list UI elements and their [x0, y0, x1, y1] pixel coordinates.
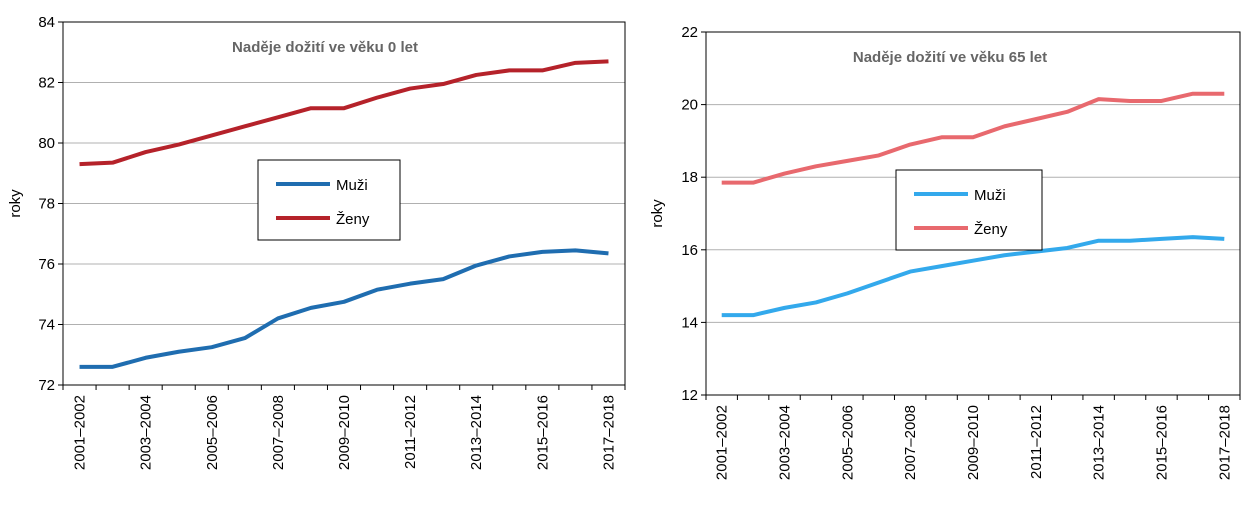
x-tick-label: 2009–2010	[336, 395, 353, 470]
y-tick-label: 78	[38, 196, 55, 213]
y-tick-label: 76	[38, 256, 55, 273]
y-tick-label: 72	[38, 377, 55, 394]
y-tick-label: 18	[681, 169, 698, 186]
x-tick-label: 2013–2014	[1091, 405, 1108, 480]
y-tick-label: 20	[681, 97, 698, 114]
x-tick-label: 2017–2018	[1216, 405, 1233, 480]
chart: 12 14 16 18 20 22 2001–2002 2003–2004 2005–2006 2…	[649, 24, 1241, 480]
line-series	[721, 235, 1225, 318]
chart-title: Naděje dožití ve věku 0 let	[232, 39, 418, 56]
y-tick-label: 16	[681, 242, 698, 259]
y-tick-label: 22	[681, 24, 698, 41]
x-tick-label: 2007–2008	[270, 395, 287, 470]
legend-label: Ženy	[336, 211, 370, 228]
x-tick-label: 2003–2004	[138, 395, 155, 470]
x-tick-label: 2001–2002	[714, 405, 731, 480]
y-tick-label: 12	[681, 387, 698, 404]
x-tick-label: 2015–2016	[1153, 405, 1170, 480]
legend-label: Muži	[974, 187, 1006, 204]
x-tick-label: 2005–2006	[839, 405, 856, 480]
plot-border	[705, 31, 1241, 396]
y-axis-label: roky	[7, 189, 24, 218]
line-series	[721, 91, 1225, 185]
x-tick-label: 2011–2012	[402, 395, 419, 469]
x-tick-label: 2015–2016	[534, 395, 551, 470]
y-tick-label: 74	[38, 317, 55, 334]
line-series	[79, 59, 609, 167]
x-tick-label: 2017–2018	[600, 395, 617, 470]
plot-border	[62, 21, 626, 386]
chart-title: Naděje dožití ve věku 65 let	[853, 49, 1047, 66]
y-axis-label: roky	[649, 199, 666, 228]
y-tick-label: 80	[38, 135, 55, 152]
x-tick-label: 2007–2008	[902, 405, 919, 480]
line-series	[79, 248, 609, 369]
y-tick-label: 84	[38, 14, 55, 31]
y-tick-label: 14	[681, 314, 698, 331]
x-tick-label: 2011–2012	[1028, 405, 1045, 479]
x-tick-label: 2003–2004	[777, 405, 794, 480]
x-tick-label: 2009–2010	[965, 405, 982, 480]
x-tick-label: 2013–2014	[468, 395, 485, 470]
legend-box	[895, 169, 1043, 251]
legend-box	[257, 159, 401, 241]
chart: 72 74 76 78 80 82 84 2001–2002 2003–2004 2005–200…	[7, 14, 626, 470]
legend-label: Muži	[336, 177, 368, 194]
x-tick-label: 2001–2002	[72, 395, 89, 470]
y-tick-label: 82	[38, 75, 55, 92]
legend-label: Ženy	[974, 221, 1008, 238]
x-tick-label: 2005–2006	[204, 395, 221, 470]
